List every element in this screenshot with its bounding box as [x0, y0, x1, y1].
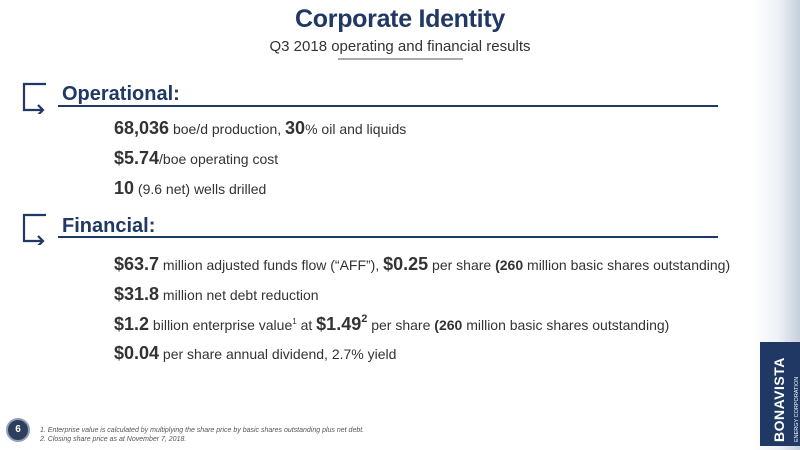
- list-item-text: $63.7: [114, 254, 160, 274]
- subtitle-underline: [338, 58, 463, 60]
- list-item-text: 30: [285, 118, 306, 138]
- list-item-text: 2: [361, 313, 368, 325]
- list-item-text: 10: [114, 178, 135, 198]
- financial-heading: Financial:: [62, 215, 156, 237]
- list-item: $5.74/boe operating cost: [114, 148, 278, 169]
- list-item-text: million adjusted funds flow (“AFF”),: [159, 257, 384, 273]
- operational-heading: Operational:: [62, 83, 180, 105]
- list-item-text: million basic shares outstanding): [523, 257, 731, 273]
- logo-subtitle: ENERGY CORPORATION: [794, 376, 800, 442]
- list-item-text: per share annual dividend, 2.7% yield: [159, 346, 397, 362]
- list-item-text: (9.6 net) wells drilled: [134, 181, 267, 197]
- footnote-2: 2. Closing share price as at November 7,…: [40, 436, 187, 443]
- list-item: $63.7 million adjusted funds flow (“AFF”…: [114, 254, 730, 275]
- list-item-text: % oil and liquids: [305, 121, 407, 137]
- list-item-text: $1.49: [316, 314, 362, 334]
- slide-title: Corporate Identity: [295, 5, 505, 33]
- page-number: 6: [6, 418, 30, 442]
- list-item: 68,036 boe/d production, 30% oil and liq…: [114, 118, 406, 139]
- list-item-text: /boe operating cost: [159, 151, 279, 167]
- list-item-text: $31.8: [114, 284, 160, 304]
- list-item-text: per share: [428, 257, 496, 273]
- list-item-text: billion enterprise value: [149, 317, 293, 333]
- list-item: 10 (9.6 net) wells drilled: [114, 178, 266, 199]
- footnote-1: 1. Enterprise value is calculated by mul…: [40, 427, 365, 434]
- logo-name: BONAVISTA: [771, 357, 787, 442]
- list-item-text: $0.04: [114, 343, 160, 363]
- list-item-text: 1: [292, 317, 297, 326]
- financial-rule: [58, 236, 718, 238]
- arrow-bracket-icon: [22, 213, 46, 245]
- slide-subtitle: Q3 2018 operating and financial results: [269, 38, 531, 55]
- list-item-text: boe/d production,: [169, 121, 286, 137]
- list-item-text: at: [296, 317, 317, 333]
- list-item: $0.04 per share annual dividend, 2.7% yi…: [114, 343, 396, 364]
- list-item: $31.8 million net debt reduction: [114, 284, 319, 305]
- operational-rule: [58, 105, 718, 107]
- list-item-text: 68,036: [114, 118, 170, 138]
- arrow-bracket-icon: [22, 82, 46, 114]
- list-item-text: million net debt reduction: [159, 287, 319, 303]
- list-item-text: per share: [367, 317, 435, 333]
- list-item-text: $5.74: [114, 148, 160, 168]
- list-item-text: $1.2: [114, 314, 150, 334]
- list-item: $1.2 billion enterprise value1 at $1.492…: [114, 313, 669, 335]
- list-item-text: million basic shares outstanding): [462, 317, 670, 333]
- list-item-text: (260: [495, 257, 524, 273]
- company-logo: BONAVISTA ENERGY CORPORATION: [760, 342, 800, 446]
- list-item-text: $0.25: [383, 254, 429, 274]
- list-item-text: (260: [434, 317, 463, 333]
